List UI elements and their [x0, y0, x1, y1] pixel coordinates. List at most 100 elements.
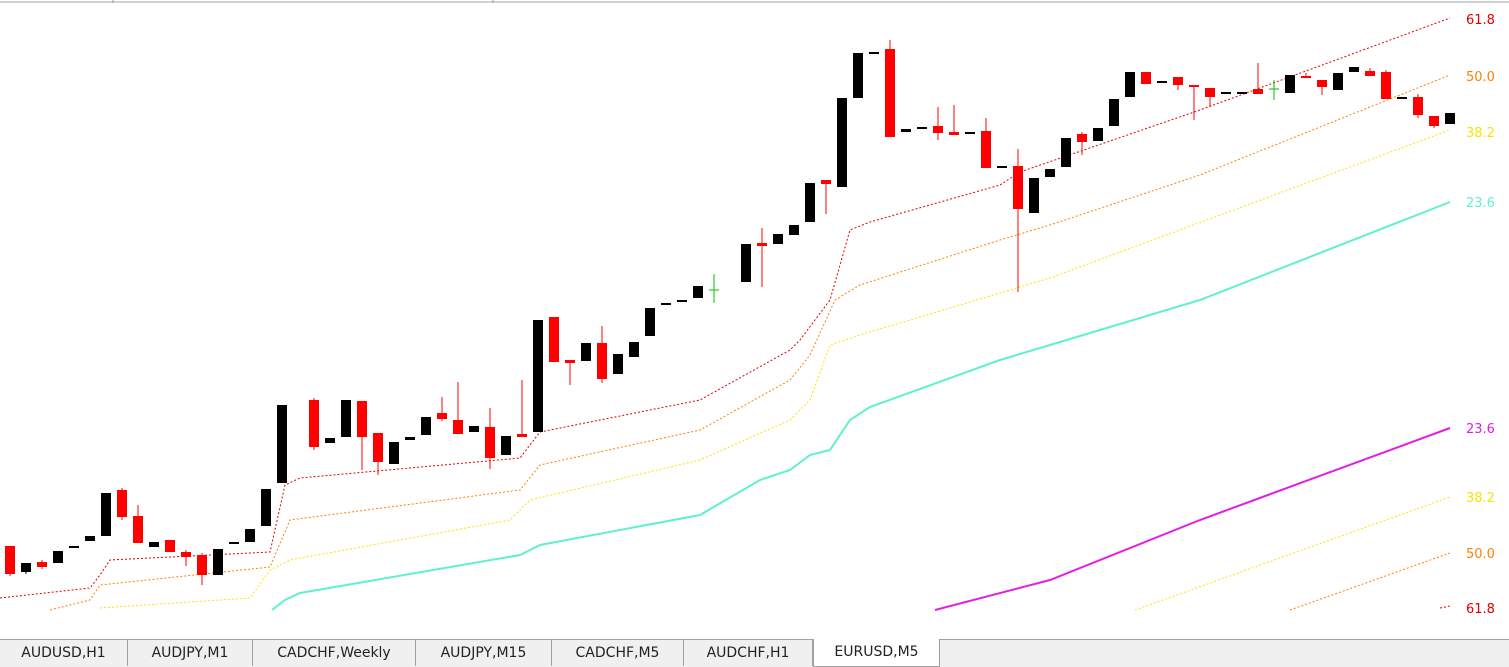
indicator-line	[1439, 605, 1451, 609]
level-label: 50.0	[1466, 547, 1495, 562]
candle-body	[1157, 81, 1167, 83]
chart-tab[interactable]: AUDJPY,M15	[416, 640, 552, 666]
indicator-line	[271, 201, 1451, 611]
indicator-line	[49, 74, 1451, 611]
candle-body	[405, 437, 415, 440]
candle-body	[821, 180, 831, 184]
candle-body	[469, 426, 479, 432]
candle-body	[885, 49, 895, 137]
candle-body	[453, 420, 463, 434]
level-label: 38.2	[1466, 491, 1495, 506]
candle-body	[1429, 116, 1439, 126]
candle-body	[149, 542, 159, 547]
candle-body	[757, 243, 767, 246]
candle-body	[133, 516, 143, 543]
candle-body	[629, 342, 639, 357]
candle-body	[1365, 71, 1375, 76]
candle-body	[1205, 88, 1215, 97]
chart-tab[interactable]: EURUSD,M5	[813, 639, 940, 667]
candle-body	[981, 131, 991, 168]
candle-body	[1013, 166, 1023, 209]
candle-body	[1189, 85, 1199, 87]
candle-body	[357, 401, 367, 437]
candle-body	[533, 320, 543, 432]
candle-body	[181, 552, 191, 557]
candle-body	[437, 413, 447, 419]
tab-bar: AUDUSD,H1 AUDJPY,M1 CADCHF,Weekly AUDJPY,M1…	[0, 639, 1509, 667]
candle-body	[1445, 113, 1455, 124]
candle-body	[677, 300, 687, 302]
candle-body	[229, 542, 239, 544]
candle-body	[1077, 134, 1087, 142]
chart-tab[interactable]: AUDUSD,H1	[0, 640, 128, 666]
candle-body	[277, 405, 287, 483]
candle-body	[693, 286, 703, 298]
candle-body	[1333, 73, 1343, 90]
candle-body	[741, 244, 751, 282]
candle-body	[1093, 128, 1103, 141]
candle-body	[1125, 72, 1135, 97]
candle-body	[773, 234, 783, 244]
candle-body	[549, 317, 559, 362]
indicator-line	[1134, 496, 1451, 611]
chart-tab[interactable]: CADCHF,M5	[552, 640, 684, 666]
chart-tab[interactable]: CADCHF,Weekly	[253, 640, 416, 666]
candle-body	[101, 493, 111, 536]
candle-body	[373, 433, 383, 462]
candle-body	[421, 417, 431, 435]
candle-body	[261, 489, 271, 526]
candle-body	[1285, 75, 1295, 93]
chart-area: 61.8 50.0 38.2 23.6 23.6 38.2 50.0 61.8	[0, 0, 1509, 617]
candle-body	[1349, 67, 1359, 72]
candle-body	[53, 551, 63, 563]
candle-body	[21, 563, 31, 572]
candle-body	[69, 546, 79, 548]
candle-body	[661, 303, 671, 305]
candle-body	[501, 436, 511, 455]
candle-body	[805, 183, 815, 222]
indicator-line	[0, 17, 1451, 599]
candle-body	[37, 562, 47, 567]
level-label: 38.2	[1466, 126, 1495, 141]
candle-body	[1221, 92, 1231, 94]
candle-body	[597, 343, 607, 379]
candle-body	[1141, 72, 1151, 84]
candle-body	[581, 343, 591, 361]
candle-body	[645, 308, 655, 336]
level-label: 61.8	[1466, 602, 1495, 617]
candle-body	[1301, 76, 1311, 78]
candle-body	[1317, 80, 1327, 87]
candle-body	[613, 354, 623, 374]
candle-body	[1381, 72, 1391, 99]
candle-body	[389, 442, 399, 464]
candle-body	[853, 53, 863, 98]
candle-body	[197, 555, 207, 575]
level-label: 50.0	[1466, 70, 1495, 85]
candle-body	[1029, 178, 1039, 213]
candle-body	[517, 434, 527, 437]
candle-body	[997, 166, 1007, 168]
candle-body	[165, 540, 175, 552]
candle-body	[325, 438, 335, 443]
candle-body	[949, 132, 959, 135]
candle-body	[85, 536, 95, 541]
candle-body	[1045, 169, 1055, 177]
candle-body	[965, 132, 975, 134]
indicator-line	[1289, 552, 1451, 611]
candle-body	[1413, 97, 1423, 115]
candle-body	[1109, 99, 1119, 126]
indicator-line	[99, 129, 1451, 609]
level-label: 23.6	[1466, 196, 1495, 211]
candle-body	[565, 360, 575, 363]
candle-body	[485, 427, 495, 458]
chart-tab[interactable]: AUDCHF,H1	[684, 640, 813, 666]
chart-tab[interactable]: AUDJPY,M1	[128, 640, 253, 666]
level-label: 61.8	[1466, 13, 1495, 28]
candle-body	[1253, 89, 1263, 94]
candle-body	[1397, 97, 1407, 99]
candle-body	[917, 127, 927, 129]
candle-body	[789, 225, 799, 235]
candle-body	[1237, 92, 1247, 94]
candle-body	[837, 98, 847, 187]
level-label: 23.6	[1466, 422, 1495, 437]
